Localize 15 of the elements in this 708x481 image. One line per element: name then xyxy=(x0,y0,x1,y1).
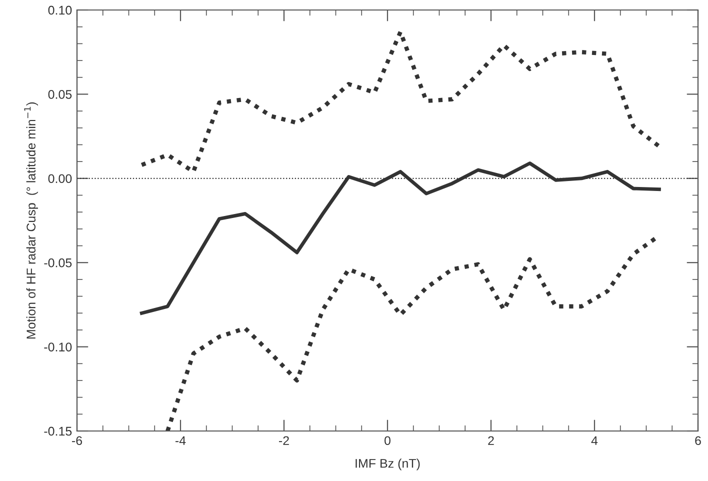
x-tick-label: -4 xyxy=(176,436,186,445)
y-tick-label: 0.05 xyxy=(48,90,72,99)
y-tick-label: 0.10 xyxy=(48,6,72,15)
x-tick-label: 4 xyxy=(591,436,598,445)
y-tick-label: 0.00 xyxy=(48,174,72,184)
x-tick-label: -6 xyxy=(72,436,82,446)
x-tick-label: 2 xyxy=(488,436,494,445)
y-tick-label: -0.10 xyxy=(44,342,72,352)
x-tick-label: -2 xyxy=(279,436,289,445)
x-tick-label: 6 xyxy=(695,436,701,446)
y-axis-title: Motion of HF radar Cusp (° latitude min$^{−1}$) xyxy=(24,102,38,338)
x-axis-title: IMF Bz (nT) xyxy=(356,458,420,470)
x-tick-label: 0 xyxy=(384,436,390,446)
y-tick-label: -0.05 xyxy=(44,258,72,268)
y-tick-label: -0.15 xyxy=(44,426,72,436)
